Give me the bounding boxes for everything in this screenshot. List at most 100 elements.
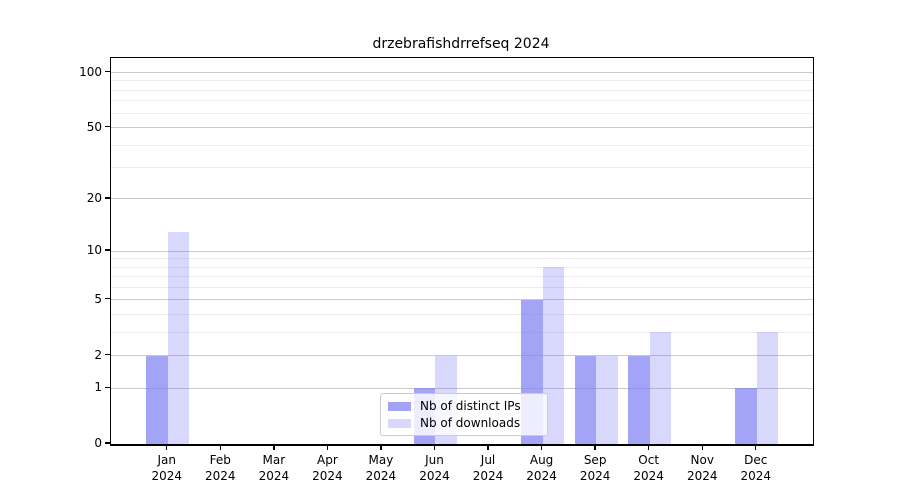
x-tick-label-nov: Nov 2024: [667, 452, 737, 484]
x-tick-year: 2024: [312, 469, 343, 483]
x-tick-mark-nov: [701, 445, 703, 450]
gridline-minor-80: [111, 89, 813, 91]
x-tick-mark-feb: [219, 445, 221, 450]
y-tick-label-0: 0: [94, 436, 102, 450]
x-tick-mark-sep: [594, 445, 596, 450]
y-tick-label-5: 5: [94, 291, 102, 306]
gridline-minor-3: [111, 331, 813, 333]
gridline-minor-40: [111, 144, 813, 146]
x-tick-year: 2024: [740, 469, 772, 483]
x-tick-month: Aug: [529, 453, 554, 467]
bar-downloads-jan: [167, 231, 190, 444]
x-tick-mark-jan: [166, 445, 168, 450]
gridline-major-100: [111, 72, 813, 74]
y-tick-mark-0: [105, 442, 110, 444]
x-tick-year: 2024: [633, 469, 664, 483]
chart-title: drzebrafishdrrefseq 2024: [372, 36, 550, 52]
gridline-major-1: [111, 387, 813, 389]
gridline-minor-70: [111, 100, 813, 102]
x-tick-label-jun: Jun 2024: [399, 452, 469, 484]
x-tick-label-aug: Aug 2024: [507, 452, 577, 484]
y-tick-label-50: 50: [86, 119, 102, 134]
x-tick-year: 2024: [472, 469, 504, 483]
y-tick-label-20: 20: [86, 190, 102, 205]
bar-downloads-sep: [596, 355, 618, 444]
gridline-minor-8: [111, 266, 813, 268]
y-tick-mark-20: [105, 197, 110, 199]
bar-downloads-dec: [756, 332, 779, 444]
plot-area: Nb of distinct IPs Nb of downloads: [110, 57, 814, 446]
legend-item-distinct-ips: Nb of distinct IPs: [388, 399, 547, 413]
x-tick-month: Jul: [480, 453, 496, 467]
x-tick-label-dec: Dec 2024: [721, 452, 791, 484]
gridline-major-5: [111, 299, 813, 301]
gridline-minor-4: [111, 313, 813, 315]
legend-swatch-distinct-ips: [388, 401, 411, 411]
legend-label-downloads: Nb of downloads: [420, 416, 521, 430]
x-tick-mark-jul: [487, 445, 489, 450]
x-tick-month: Sep: [583, 453, 607, 467]
legend: Nb of distinct IPs Nb of downloads: [380, 393, 548, 436]
gridline-minor-7: [111, 276, 813, 278]
x-tick-month: Dec: [744, 453, 768, 467]
legend-swatch-downloads: [388, 418, 411, 428]
y-tick-label-2: 2: [94, 347, 102, 362]
x-tick-label-may: May 2024: [346, 452, 416, 484]
gridline-minor-9: [111, 258, 813, 260]
x-tick-year: 2024: [419, 469, 450, 483]
x-tick-year: 2024: [151, 469, 183, 483]
y-tick-mark-100: [105, 70, 110, 73]
gridline-minor-60: [111, 112, 813, 114]
x-tick-month: Feb: [209, 453, 231, 467]
x-tick-year: 2024: [258, 469, 290, 483]
bar-ips-dec: [735, 388, 757, 444]
x-tick-month: Oct: [638, 453, 660, 467]
y-tick-mark-50: [105, 125, 110, 128]
x-tick-year: 2024: [686, 469, 718, 483]
x-tick-month: Apr: [317, 453, 338, 467]
x-tick-mark-apr: [326, 445, 329, 450]
x-tick-label-feb: Feb 2024: [185, 452, 255, 484]
bar-ips-sep: [574, 355, 597, 444]
x-tick-label-mar: Mar 2024: [239, 452, 309, 484]
x-tick-mark-mar: [273, 445, 275, 450]
legend-item-downloads: Nb of downloads: [388, 416, 547, 430]
legend-label-distinct-ips: Nb of distinct IPs: [420, 399, 521, 413]
x-tick-label-jul: Jul 2024: [453, 452, 523, 484]
y-tick-mark-5: [105, 298, 110, 300]
x-tick-year: 2024: [205, 469, 236, 483]
x-tick-month: Jun: [425, 453, 444, 467]
x-tick-label-oct: Oct 2024: [614, 452, 684, 484]
y-tick-label-100: 100: [79, 64, 102, 79]
gridline-major-10: [111, 250, 813, 252]
bar-downloads-oct: [649, 332, 672, 444]
x-tick-mark-jun: [433, 445, 436, 450]
x-tick-year: 2024: [526, 469, 557, 483]
x-tick-mark-oct: [647, 445, 650, 450]
gridline-minor-6: [111, 286, 813, 288]
x-tick-month: Jan: [157, 453, 177, 467]
gridline-major-20: [111, 198, 813, 200]
x-tick-month: Nov: [690, 453, 714, 467]
y-tick-label-10: 10: [86, 243, 102, 257]
x-tick-month: Mar: [262, 453, 286, 467]
x-tick-mark-aug: [540, 445, 543, 450]
x-tick-label-jan: Jan 2024: [132, 452, 202, 484]
x-tick-month: May: [368, 453, 394, 467]
x-tick-mark-dec: [755, 445, 757, 450]
gridline-minor-30: [111, 167, 813, 169]
y-tick-mark-1: [105, 386, 110, 388]
gridline-major-50: [111, 127, 813, 129]
y-tick-mark-2: [105, 353, 110, 356]
bar-ips-oct: [628, 355, 650, 444]
y-tick-mark-10: [105, 249, 110, 251]
x-tick-year: 2024: [365, 469, 397, 483]
gridline-major-2: [111, 355, 813, 357]
x-tick-year: 2024: [579, 469, 611, 483]
bar-ips-jan: [146, 355, 168, 444]
y-tick-label-1: 1: [94, 380, 102, 395]
x-tick-label-apr: Apr 2024: [292, 452, 362, 484]
x-tick-label-sep: Sep 2024: [560, 452, 630, 484]
gridline-minor-90: [111, 80, 813, 82]
